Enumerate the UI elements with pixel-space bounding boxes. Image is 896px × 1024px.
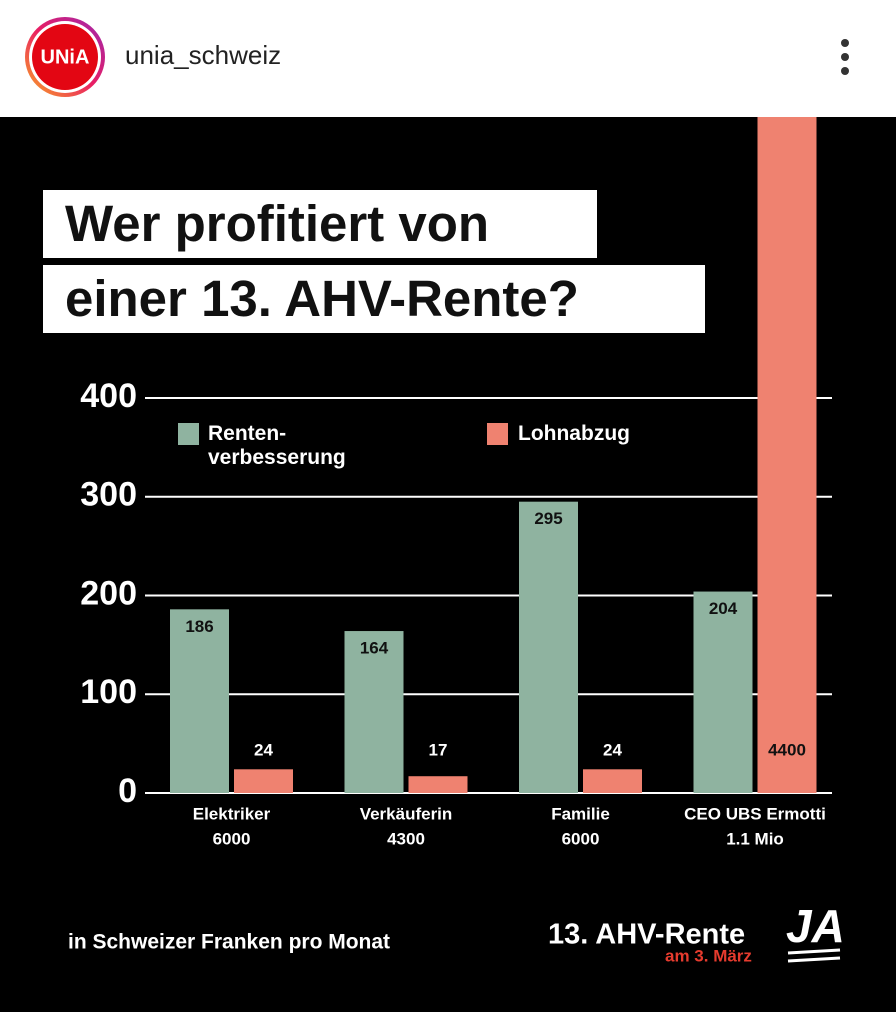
y-tick-label: 0 bbox=[118, 772, 137, 810]
bar bbox=[170, 609, 229, 793]
x-tick-label: CEO UBS Ermotti bbox=[684, 804, 826, 823]
value-label: 204 bbox=[709, 599, 738, 618]
value-label: 4400 bbox=[768, 740, 806, 759]
x-tick-label: 6000 bbox=[562, 829, 600, 848]
bar bbox=[234, 769, 293, 793]
logo-text: UNiA bbox=[41, 46, 90, 68]
brand-line2: am 3. März bbox=[665, 946, 752, 965]
y-tick-label: 100 bbox=[80, 673, 137, 711]
x-tick-label: Familie bbox=[551, 804, 610, 823]
username[interactable]: unia_schweiz bbox=[125, 40, 281, 70]
value-label: 17 bbox=[429, 740, 448, 759]
bar bbox=[519, 501, 578, 793]
plot bbox=[145, 117, 832, 794]
legend-swatch bbox=[178, 423, 199, 445]
x-tick-label: 6000 bbox=[213, 829, 251, 848]
legend-label: Renten-verbesserung bbox=[208, 422, 346, 469]
brand-mark: JA bbox=[786, 900, 845, 952]
bar bbox=[693, 591, 753, 793]
more-menu[interactable] bbox=[841, 39, 849, 75]
brand-underline bbox=[787, 948, 841, 963]
y-tick-label: 400 bbox=[80, 377, 137, 415]
brand-line1: 13. AHV-Rente bbox=[548, 919, 745, 951]
unit-note: in Schweizer Franken pro Monat bbox=[68, 931, 390, 954]
value-label: 24 bbox=[254, 740, 273, 759]
bar bbox=[344, 631, 404, 793]
avatar[interactable] bbox=[32, 24, 98, 90]
title-line: Wer profitiert von bbox=[43, 190, 597, 258]
y-tick-label: 200 bbox=[80, 574, 137, 612]
bar bbox=[408, 776, 468, 793]
bar bbox=[583, 769, 642, 793]
value-label: 164 bbox=[360, 639, 389, 658]
y-tick-label: 300 bbox=[80, 476, 137, 514]
legend-label: Lohnabzug bbox=[518, 422, 630, 445]
value-label: 186 bbox=[185, 617, 213, 636]
legend-swatch bbox=[487, 423, 508, 445]
x-tick-label: 1.1 Mio bbox=[726, 829, 784, 848]
x-tick-label: 4300 bbox=[387, 829, 425, 848]
x-tick-label: Elektriker bbox=[193, 804, 271, 823]
value-label: 24 bbox=[603, 740, 622, 759]
bar bbox=[757, 117, 817, 793]
value-label: 295 bbox=[534, 509, 562, 528]
title-line: einer 13. AHV-Rente? bbox=[43, 265, 705, 333]
x-tick-label: Verkäuferin bbox=[360, 804, 453, 823]
